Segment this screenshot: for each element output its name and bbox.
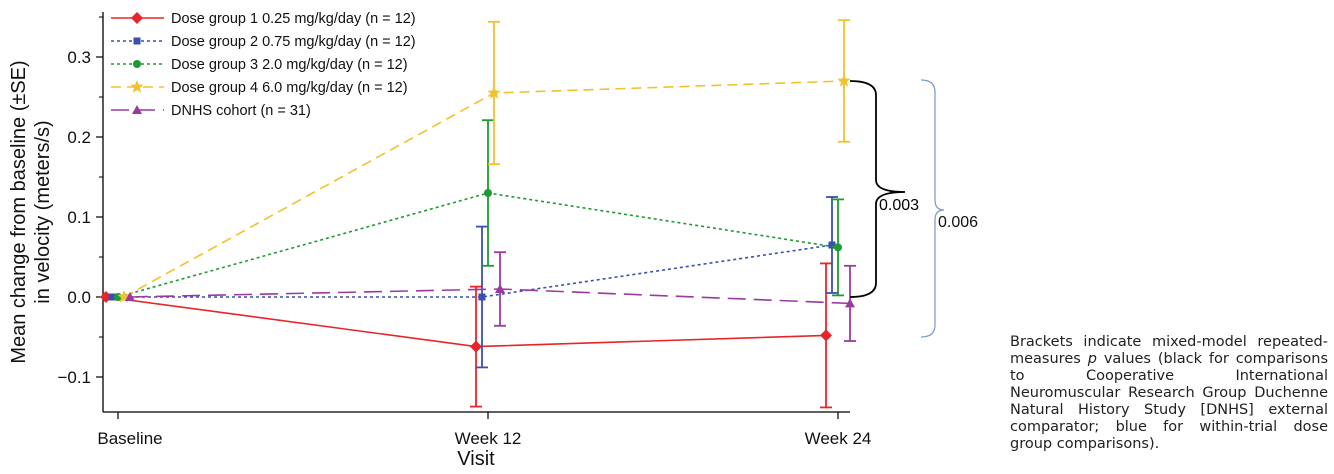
- y-axis-label: Mean change from baseline (±SE): [8, 60, 30, 363]
- legend-item-dnhs-cohort-n-31: DNHS cohort (n = 31): [111, 103, 311, 119]
- data-point: [125, 292, 135, 301]
- data-point: [845, 298, 855, 308]
- series-5: [125, 251, 856, 342]
- data-point: [108, 293, 116, 301]
- series-line: [105, 296, 827, 348]
- y-tick-label: 0.2: [67, 128, 91, 147]
- x-tick-label: Week 24: [805, 429, 872, 448]
- legend-item-dose-group-2-0-75-mg-kg-day-n-: Dose group 2 0.75 mg/kg/day (n = 12): [111, 34, 416, 50]
- y-tick-label: −0.1: [57, 368, 91, 387]
- legend-marker: [131, 12, 143, 24]
- p-value-label-black: 0.003: [879, 197, 919, 214]
- data-point: [837, 74, 851, 87]
- x-tick-label: Baseline: [97, 429, 162, 448]
- legend-label: Dose group 3 2.0 mg/kg/day (n = 12): [171, 57, 408, 73]
- data-point: [828, 241, 836, 249]
- p-value-label-blue: 0.006: [938, 214, 978, 231]
- legend-marker: [133, 60, 141, 68]
- caption-text: Brackets indicate mixed-model repeated-m…: [1010, 334, 1328, 367]
- series-3: [114, 119, 844, 301]
- y-axis-label-units: in velocity (meters/s): [32, 120, 54, 303]
- legend-label: Dose group 1 0.25 mg/kg/day (n = 12): [171, 11, 416, 27]
- legend-label: DNHS cohort (n = 31): [171, 103, 311, 119]
- data-point: [495, 284, 505, 293]
- line-chart: −0.1 0.0 0.1 0.2 0.3 Baseline Week 12 Week 24 Vi…: [8, 11, 978, 470]
- legend-item-dose-group-1-0-25-mg-kg-day-n-: Dose group 1 0.25 mg/kg/day (n = 12): [111, 11, 416, 27]
- series-1: [100, 262, 832, 409]
- data-point: [470, 340, 482, 353]
- data-point: [484, 189, 492, 197]
- legend-marker: [133, 37, 141, 45]
- data-point: [820, 329, 832, 342]
- caption-p-symbol: p: [1087, 351, 1097, 367]
- y-tick-label: 0.0: [67, 288, 91, 307]
- x-axis-label: Visit: [457, 448, 495, 470]
- legend-marker: [130, 80, 144, 93]
- legend-item-dose-group-4-6-0-mg-kg-day-n-1: Dose group 4 6.0 mg/kg/day (n = 12): [111, 80, 408, 96]
- y-tick-label: 0.3: [67, 48, 91, 67]
- p-value-bracket-blue: [920, 79, 945, 338]
- data-point: [478, 293, 486, 301]
- legend-label: Dose group 4 6.0 mg/kg/day (n = 12): [171, 80, 408, 96]
- data-point: [117, 290, 131, 303]
- p-value-bracket-black: [849, 80, 906, 298]
- y-tick-label: 0.1: [67, 208, 91, 227]
- series-4: [117, 19, 851, 303]
- data-point: [487, 86, 501, 99]
- x-tick-label: Week 12: [455, 429, 522, 448]
- legend-item-dose-group-3-2-0-mg-kg-day-n-1: Dose group 3 2.0 mg/kg/day (n = 12): [111, 57, 408, 73]
- legend: Dose group 1 0.25 mg/kg/day (n = 12) Dose…: [111, 11, 416, 119]
- series-2: [108, 196, 838, 369]
- series-line: [117, 192, 839, 298]
- figure-caption: Brackets indicate mixed-model repeated-m…: [1010, 334, 1328, 453]
- legend-marker: [132, 105, 142, 114]
- legend-label: Dose group 2 0.75 mg/kg/day (n = 12): [171, 34, 416, 50]
- caption-text-end: values (black for comparisons to Coopera…: [1010, 351, 1328, 452]
- data-point: [834, 243, 842, 252]
